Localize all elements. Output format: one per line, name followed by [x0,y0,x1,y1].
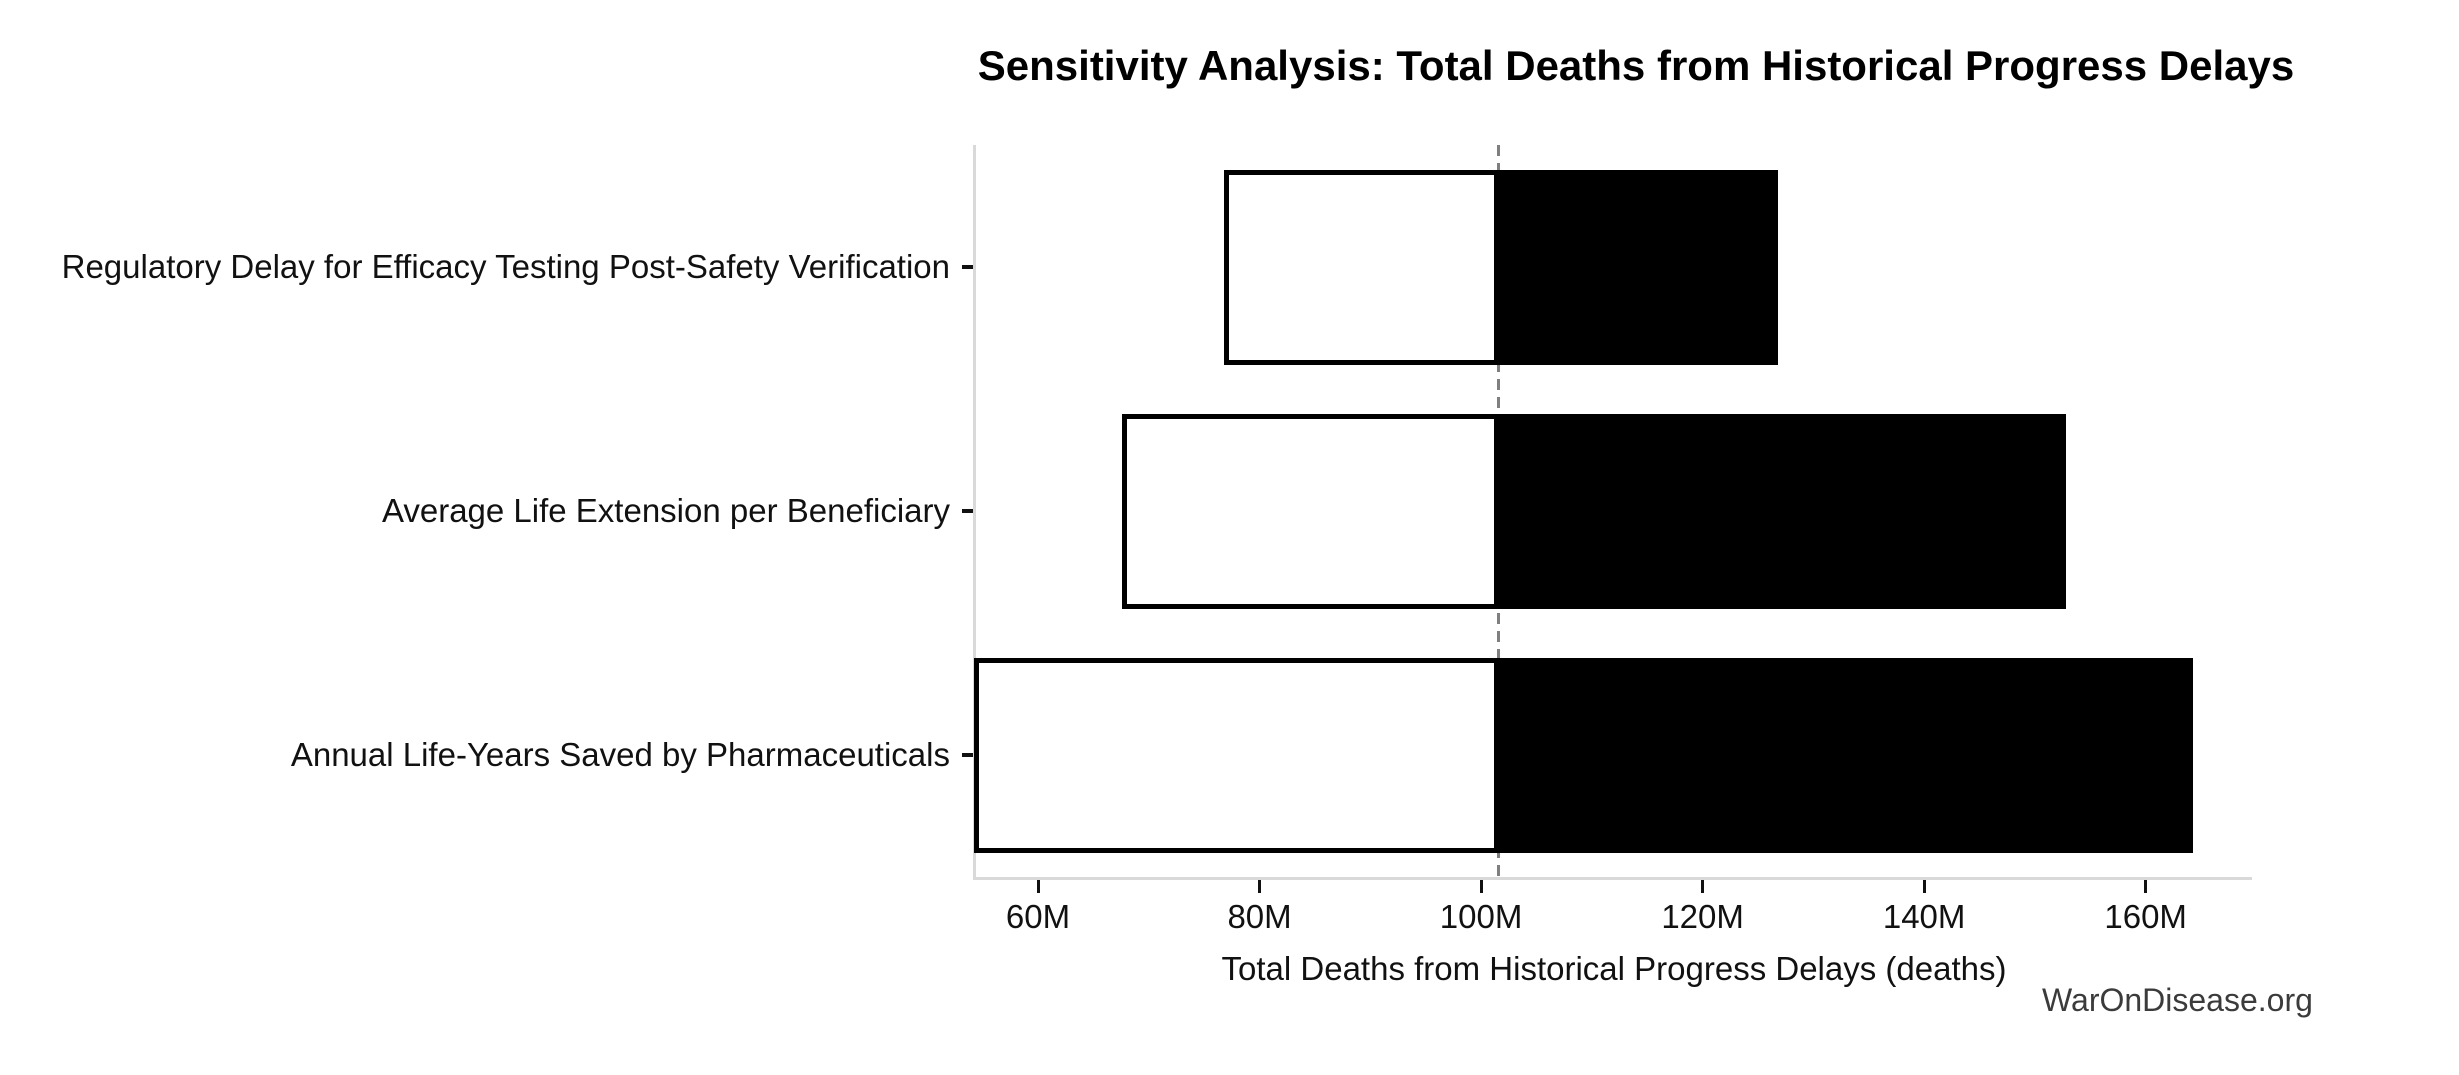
x-tick-mark [1036,880,1040,893]
category-label: Regulatory Delay for Efficacy Testing Po… [61,248,950,285]
chart-title: Sensitivity Analysis: Total Deaths from … [977,42,2295,89]
bar-low-segment [1122,413,1499,609]
x-tick-mark [2144,880,2148,893]
x-tick-label: 80M [1227,898,1292,935]
bar-low-segment [1224,169,1499,365]
x-tick-mark [1701,880,1705,893]
x-axis-spine [973,877,2252,880]
x-tick-mark [1258,880,1262,893]
x-tick-mark [1479,880,1483,893]
bar-low-segment [974,657,1499,853]
y-tick-mark [962,753,973,757]
category-label: Annual Life-Years Saved by Pharmaceutica… [290,736,950,773]
x-tick-label: 100M [1439,898,1523,935]
watermark: WarOnDisease.org [2042,982,2313,1018]
x-tick-label: 160M [2104,898,2187,935]
bar-high-segment [1498,169,1778,365]
x-tick-mark [1922,880,1926,893]
category-label: Average Life Extension per Beneficiary [381,492,950,529]
y-tick-mark [962,509,973,513]
x-tick-label: 60M [1005,898,1071,935]
bar-high-segment [1498,413,2066,609]
y-axis-spine [973,145,976,880]
bar-high-segment [1498,657,2194,853]
y-tick-mark [962,265,973,269]
x-tick-label: 120M [1661,898,1744,935]
x-tick-label: 140M [1882,898,1966,935]
x-axis-label: Total Deaths from Historical Progress De… [1221,950,2007,987]
